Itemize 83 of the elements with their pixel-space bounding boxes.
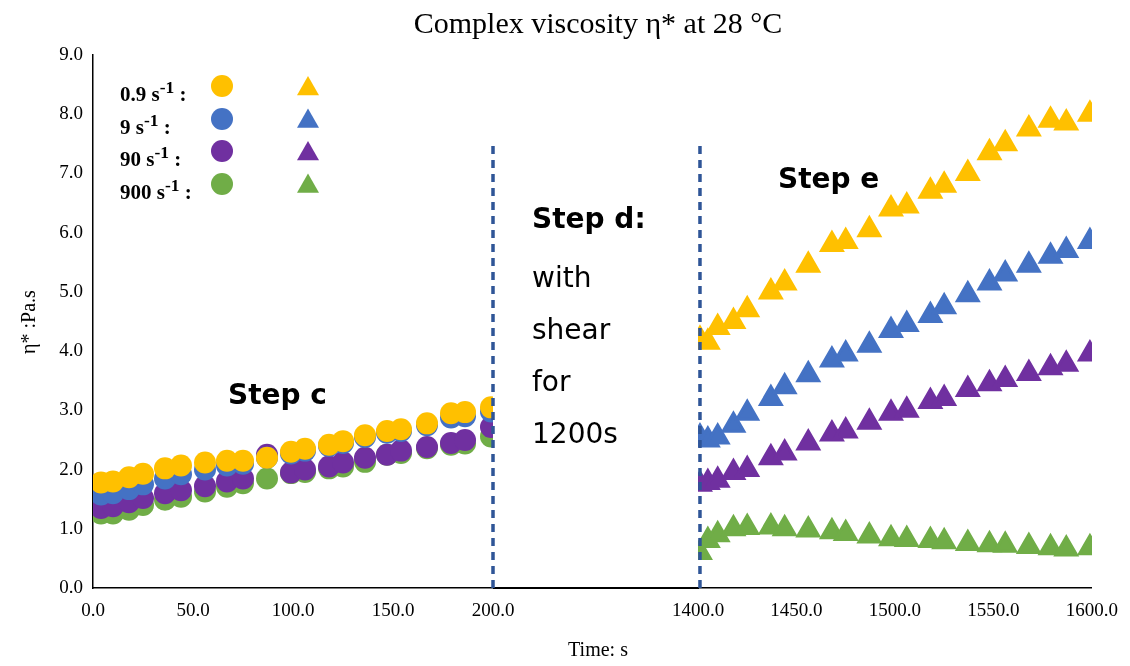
y-tick-label: 3.0 xyxy=(59,398,83,420)
point xyxy=(1054,236,1079,258)
point xyxy=(758,278,783,300)
point xyxy=(1016,115,1041,137)
y-tick-label: 5.0 xyxy=(59,279,83,301)
point xyxy=(772,373,797,395)
x-tick-label: 1600.0 xyxy=(1065,599,1118,621)
legend-label: 9 s$^{-1}$ : xyxy=(120,108,171,141)
point xyxy=(1038,242,1063,264)
point xyxy=(977,269,1002,291)
point xyxy=(894,310,919,332)
point xyxy=(857,331,882,353)
point xyxy=(796,361,821,383)
point xyxy=(1054,109,1079,131)
point xyxy=(993,130,1018,152)
text: Complex viscosity η* at 28 °C xyxy=(413,6,783,40)
point xyxy=(833,520,858,542)
x-tick-label: 200.0 xyxy=(471,599,515,621)
point xyxy=(1054,350,1079,372)
point xyxy=(993,260,1018,282)
y-axis-title: η* :Pa.s xyxy=(16,290,40,354)
point xyxy=(857,522,882,544)
x-tick-label: 150.0 xyxy=(371,599,415,621)
text: with shear for 1200s xyxy=(532,260,618,452)
point xyxy=(879,316,903,338)
y-tick-label: 7.0 xyxy=(59,161,83,183)
legend-label: 900 s$^{-1}$ : xyxy=(120,173,192,206)
y-tick-label: 4.0 xyxy=(59,339,83,361)
x-tick-label: 50.0 xyxy=(176,599,210,621)
legend-label: 0.9 s$^{-1}$ : xyxy=(120,76,187,108)
point xyxy=(879,399,903,421)
y-tick-label: 8.0 xyxy=(59,102,83,124)
x-tick-label: 1450.0 xyxy=(770,599,823,621)
point xyxy=(721,411,746,433)
point xyxy=(132,462,154,485)
point xyxy=(1016,360,1041,382)
point xyxy=(170,454,192,477)
point xyxy=(772,515,797,537)
x-tick-label: 1500.0 xyxy=(868,599,922,621)
y-tick-label: 6.0 xyxy=(59,220,83,242)
x-tick-label: 1400.0 xyxy=(671,599,725,621)
x-axis-title: Time: s xyxy=(568,638,628,661)
point xyxy=(1016,533,1041,555)
annotation: Step c xyxy=(228,378,327,412)
point xyxy=(857,408,882,430)
point xyxy=(857,216,882,238)
point xyxy=(977,139,1002,161)
y-tick-label: 0.0 xyxy=(59,575,83,597)
point xyxy=(796,516,821,538)
text: Step d: xyxy=(532,202,646,236)
point xyxy=(1016,251,1041,273)
point xyxy=(758,444,783,466)
point xyxy=(918,302,943,324)
y-tick-label: 2.0 xyxy=(59,457,83,479)
point xyxy=(932,171,957,193)
y-tick-label: 9.0 xyxy=(59,42,83,64)
point xyxy=(705,313,730,335)
point xyxy=(993,366,1018,388)
point xyxy=(735,399,760,421)
point xyxy=(993,531,1018,553)
point xyxy=(1054,535,1079,557)
annotation: Step e xyxy=(778,162,880,196)
point xyxy=(194,451,216,474)
y-tick-label: 1.0 xyxy=(59,516,83,538)
point xyxy=(955,159,980,181)
point xyxy=(721,308,746,329)
point xyxy=(796,429,821,451)
point xyxy=(758,384,783,406)
point xyxy=(977,370,1002,392)
point xyxy=(932,528,957,550)
point xyxy=(256,467,278,490)
point xyxy=(932,293,957,315)
x-tick-label: 100.0 xyxy=(271,599,315,621)
point xyxy=(735,296,760,318)
legend-label: 90 s$^{-1}$ : xyxy=(120,141,182,173)
point xyxy=(772,269,797,291)
point xyxy=(955,281,980,303)
point xyxy=(955,530,980,552)
point xyxy=(894,525,919,547)
point xyxy=(955,376,980,398)
x-tick-label: 0.0 xyxy=(81,599,105,621)
x-tick-label: 1550.0 xyxy=(967,599,1020,621)
point xyxy=(796,251,821,273)
